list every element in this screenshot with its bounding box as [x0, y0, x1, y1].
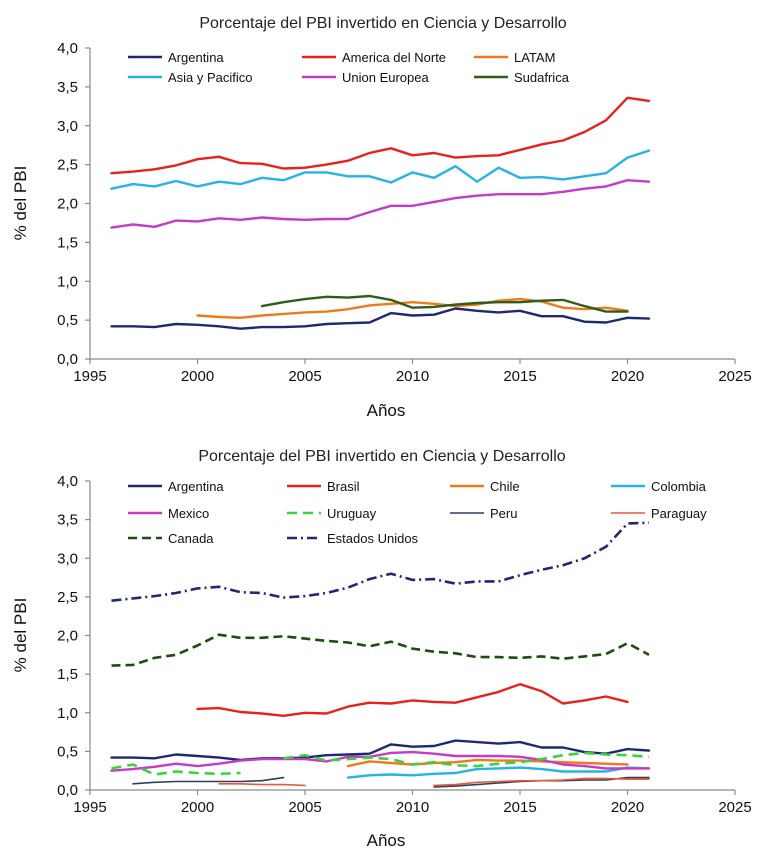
x-tick-label: 2020	[611, 368, 644, 385]
x-tick-label: 2010	[396, 368, 429, 385]
x-tick-label: 2000	[181, 368, 214, 385]
legend-entry-argentina: Argentina	[128, 479, 224, 494]
y-tick-label: 3,0	[57, 550, 78, 567]
chart-1-axes: 0,0 0,5 1,0 1,5 2,0 2,5 3,0 3,5 4,0 1995 2000 2005 2…	[57, 40, 752, 385]
y-tick-label: 2,0	[57, 628, 78, 645]
legend-entry-estados-unidos: Estados Unidos	[287, 531, 419, 546]
x-tick-label: 2015	[503, 368, 536, 385]
legend-entry-chile: Chile	[450, 479, 520, 494]
y-tick-label: 0,0	[57, 782, 78, 799]
series-line-colombia	[346, 766, 651, 779]
series-line-argentina	[110, 739, 651, 762]
chart-1: Porcentaje del PBI invertido en Ciencia …	[11, 15, 752, 420]
series-line-canada	[111, 633, 650, 667]
y-tick-label: 2,0	[57, 196, 78, 213]
y-tick-label: 1,0	[57, 705, 78, 722]
legend-label-argentina: Argentina	[168, 50, 224, 65]
legend-entry-sudafrica: Sudafrica	[474, 70, 570, 85]
y-tick-label: 1,5	[57, 234, 78, 251]
legend-label-argentina: Argentina	[168, 479, 224, 494]
series-line-sudafrica	[260, 294, 629, 313]
legend-label-america-del-norte: America del Norte	[342, 50, 446, 65]
legend-label-chile: Chile	[490, 479, 520, 494]
y-tick-label: 3,5	[57, 512, 78, 529]
legend-label-sudafrica: Sudafrica	[514, 70, 570, 85]
chart-1-series	[110, 96, 651, 330]
legend-entry-peru: Peru	[450, 506, 517, 521]
series-line-brasil	[196, 683, 629, 717]
legend-entry-america-del-norte: America del Norte	[302, 50, 446, 65]
chart-2-y-axis-label: % del PBI	[11, 598, 30, 673]
legend-label-asia-y-pacifico: Asia y Pacifico	[168, 70, 253, 85]
y-tick-label: 2,5	[57, 157, 78, 174]
legend-label-union-europea: Union Europea	[342, 70, 429, 85]
y-tick-label: 3,0	[57, 118, 78, 135]
legend-entry-paraguay: Paraguay	[611, 506, 707, 521]
legend-label-uruguay: Uruguay	[327, 506, 377, 521]
y-tick-label: 1,5	[57, 666, 78, 683]
y-tick-label: 1,0	[57, 273, 78, 290]
chart-1-y-axis-label: % del PBI	[11, 166, 30, 241]
x-tick-label: 2010	[396, 799, 429, 816]
legend-entry-brasil: Brasil	[287, 479, 360, 494]
chart-1-legend: Argentina America del Norte LATAM Asia y Pa…	[128, 50, 570, 85]
chart-1-x-axis-label: Años	[367, 401, 406, 420]
series-line-america-del-norte	[110, 96, 651, 175]
legend-entry-asia-y-pacifico: Asia y Pacifico	[128, 70, 253, 85]
y-tick-label: 3,5	[57, 79, 78, 96]
legend-entry-union-europea: Union Europea	[302, 70, 429, 85]
chart-1-title: Porcentaje del PBI invertido en Ciencia …	[199, 15, 566, 32]
series-line-asia-y-pacifico	[110, 149, 651, 190]
x-tick-label: 2005	[288, 368, 321, 385]
chart-2: Porcentaje del PBI invertido en Ciencia …	[11, 448, 752, 850]
y-tick-label: 0,5	[57, 312, 78, 329]
legend-entry-canada: Canada	[128, 531, 214, 546]
x-tick-label: 2025	[718, 799, 751, 816]
legend-label-latam: LATAM	[514, 50, 555, 65]
y-tick-label: 0,5	[57, 743, 78, 760]
legend-label-paraguay: Paraguay	[651, 506, 707, 521]
x-tick-label: 2025	[718, 368, 751, 385]
y-tick-label: 4,0	[57, 40, 78, 57]
x-tick-label: 1995	[73, 368, 106, 385]
legend-entry-uruguay: Uruguay	[287, 506, 377, 521]
legend-entry-argentina: Argentina	[128, 50, 224, 65]
chart-2-legend: Argentina Brasil Chile Colombia Mexico Urugua…	[128, 479, 707, 546]
legend-entry-latam: LATAM	[474, 50, 555, 65]
x-tick-label: 2015	[503, 799, 536, 816]
series-line-argentina	[110, 307, 651, 330]
chart-2-axes: 0,0 0,5 1,0 1,5 2,0 2,5 3,0 3,5 4,0 1995 2000 2005 2…	[57, 473, 752, 816]
legend-label-colombia: Colombia	[651, 479, 707, 494]
series-line-chile	[346, 758, 629, 768]
legend-label-mexico: Mexico	[168, 506, 209, 521]
x-tick-label: 2020	[611, 799, 644, 816]
legend-label-peru: Peru	[490, 506, 517, 521]
y-tick-label: 0,0	[57, 351, 78, 368]
y-tick-label: 2,5	[57, 589, 78, 606]
legend-entry-colombia: Colombia	[611, 479, 707, 494]
legend-label-canada: Canada	[168, 531, 214, 546]
chart-2-title: Porcentaje del PBI invertido en Ciencia …	[198, 448, 565, 465]
legend-label-estados-unidos: Estados Unidos	[327, 531, 419, 546]
legend-entry-mexico: Mexico	[128, 506, 209, 521]
chart-2-x-axis-label: Años	[367, 831, 406, 850]
series-line-uruguay	[111, 751, 650, 776]
y-tick-label: 4,0	[57, 473, 78, 490]
series-line-latam	[196, 297, 629, 319]
chart-2-series	[110, 521, 651, 788]
series-line-mexico	[110, 750, 651, 772]
x-tick-label: 2005	[288, 799, 321, 816]
legend-label-brasil: Brasil	[327, 479, 360, 494]
series-line-paraguay	[218, 777, 650, 787]
x-tick-label: 2000	[181, 799, 214, 816]
x-tick-label: 1995	[73, 799, 106, 816]
series-line-union-europea	[110, 179, 651, 229]
